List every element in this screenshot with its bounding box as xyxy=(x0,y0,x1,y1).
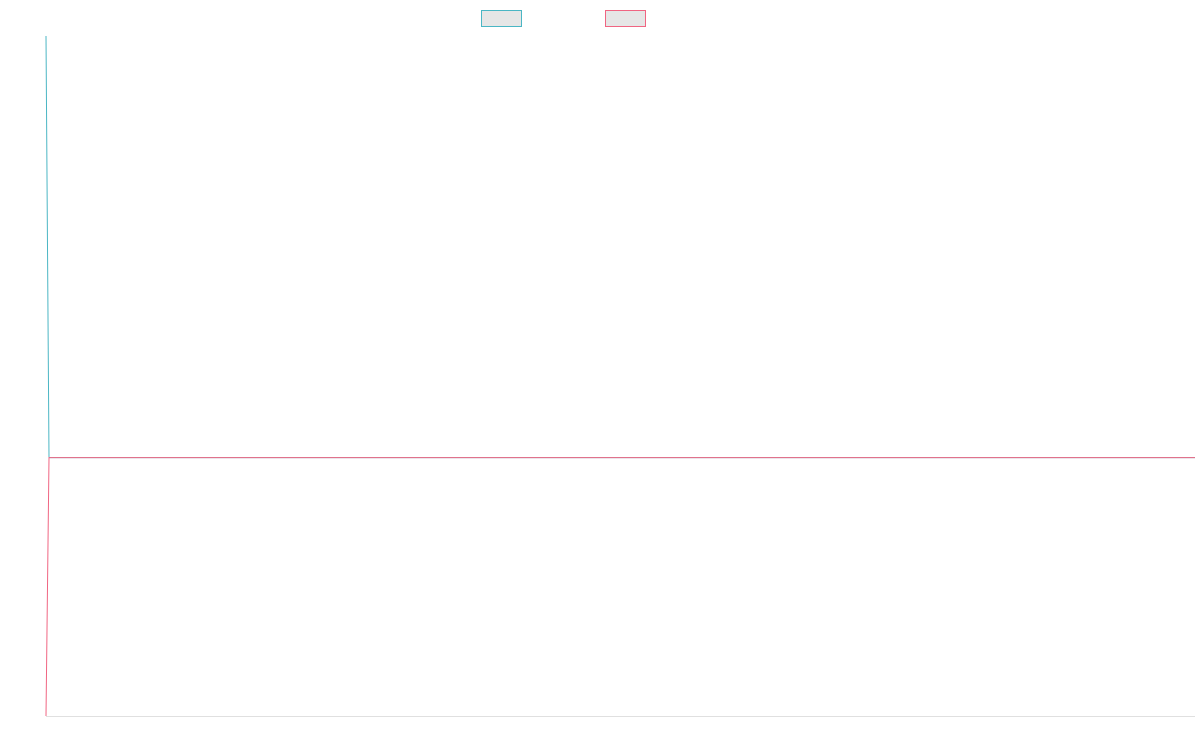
legend-swatch-2 xyxy=(605,10,646,27)
series-layer xyxy=(45,35,1195,717)
legend xyxy=(481,10,646,27)
series-line-1 xyxy=(45,35,1195,459)
series-line-2 xyxy=(45,457,1195,717)
legend-swatch-1 xyxy=(481,10,522,27)
